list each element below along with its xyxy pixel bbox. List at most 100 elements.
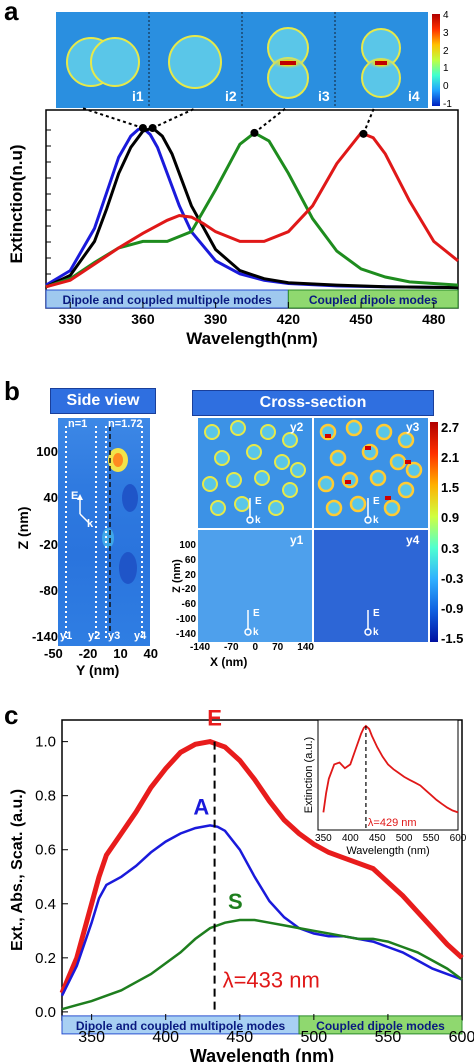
chart-a-peak-arrow xyxy=(362,107,375,135)
chart-c-xtick-label: 500 xyxy=(301,1029,328,1046)
cross-map-y3-particle xyxy=(349,495,367,513)
field-map-i2 xyxy=(168,35,222,89)
chart-c-series-label-E: E xyxy=(207,705,222,730)
cross-section-ek-arrows xyxy=(244,498,372,636)
cross-map-k-label: k xyxy=(255,515,261,526)
chart-c-inset-ylabel: Extinction (a.u.) xyxy=(303,737,315,813)
colorbar-b-tick: -0.3 xyxy=(441,570,464,586)
chart-c-xlabel: Wavelength (nm) xyxy=(190,1046,334,1062)
field-map-label-i3: i3 xyxy=(318,88,330,104)
chart-c-xtick-label: 350 xyxy=(78,1029,105,1046)
cross-map-label-y3: y3 xyxy=(406,420,420,434)
panel-c-label: c xyxy=(4,700,19,730)
cross-section-xtick: 70 xyxy=(272,642,284,653)
chart-c-xtick-label: 600 xyxy=(449,1029,474,1046)
chart-c-ylabel: Ext., Abs., Scat. (a.u.) xyxy=(9,789,26,951)
cross-map-y3-hotspot xyxy=(365,446,371,450)
chart-c-inset-xlabel: Wavelength (nm) xyxy=(346,845,429,857)
cross-map-y3-hotspot xyxy=(385,496,391,500)
cross-map-y3-particle xyxy=(397,481,415,499)
cross-map-y3-hotspot xyxy=(405,460,411,464)
chart-a: Dipole and coupled multipole modes Couple… xyxy=(7,107,459,348)
chart-a-xtick-label: 450 xyxy=(349,311,373,327)
cross-map-y3-particle xyxy=(317,475,335,493)
cross-map-label-y1: y1 xyxy=(290,533,304,547)
cross-map-y2-particle xyxy=(268,500,284,516)
side-view-ztick: 100 xyxy=(36,444,58,459)
chart-c-inset-xtick-label: 350 xyxy=(315,833,332,844)
side-view-ytick: 40 xyxy=(143,646,158,661)
colorbar-a-tick: 2 xyxy=(443,45,449,57)
cross-map-y3-particle xyxy=(383,499,401,517)
cross-map-y2-particle xyxy=(230,420,246,436)
side-view-ztick: -80 xyxy=(39,582,58,598)
chart-c-ytick-label: 1.0 xyxy=(35,734,56,751)
chart-c-inset-xtick-label: 400 xyxy=(342,833,359,844)
colorbar-a-tick: 3 xyxy=(443,27,449,39)
chart-c-inset-line xyxy=(322,724,459,814)
cross-map-y2-particle xyxy=(204,424,220,440)
chart-c-inset-annotation-label: λ=429 nm xyxy=(368,817,417,829)
colorbar-a-tick: 1 xyxy=(443,63,449,75)
panel-b-label: b xyxy=(4,376,20,406)
cross-map-y2-particle xyxy=(290,462,306,478)
panel-a-label: a xyxy=(4,0,19,26)
colorbar-b-tick: 0.9 xyxy=(441,510,460,526)
chart-c-ytick-label: 0.8 xyxy=(35,788,56,805)
colorbar-b xyxy=(430,422,438,642)
chart-a-mode-band-label-1: Coupled dipole modes xyxy=(309,293,438,307)
field-map-i1 xyxy=(66,37,140,87)
field-map-i4 xyxy=(361,28,401,98)
cross-section-title-box: Cross-section xyxy=(192,390,434,416)
side-view-ytick: -20 xyxy=(78,646,98,661)
field-map-label-i1: i1 xyxy=(132,88,144,104)
chart-c-xtick-label: 450 xyxy=(226,1029,253,1046)
field-map-label-i4: i4 xyxy=(408,88,420,104)
chart-c-inset-xtick-label: 600 xyxy=(450,833,467,844)
cross-section-xtick: -70 xyxy=(224,642,239,653)
side-view-ztick: -140 xyxy=(31,629,58,644)
side-view-title: Side view xyxy=(66,392,140,409)
side-view-title-box: Side view xyxy=(50,388,156,414)
cross-map-y3-hotspot xyxy=(345,480,351,484)
chart-c-annotation-label: λ=433 nm xyxy=(223,968,320,993)
colorbar-a-tick: 4 xyxy=(443,10,449,21)
chart-c-inset-xtick-label: 450 xyxy=(369,833,386,844)
chart-c-xtick-label: 550 xyxy=(375,1029,402,1046)
cross-map-k-label: k xyxy=(373,627,379,638)
cross-map-y3-particles xyxy=(317,419,423,517)
cross-map-y2-particle xyxy=(246,444,262,460)
cross-map-y2-particle xyxy=(226,472,242,488)
side-view-e-label: E xyxy=(71,490,79,502)
colorbar-b-tick: -1.5 xyxy=(441,630,464,646)
side-view-ylabel: Y (nm) xyxy=(76,662,120,678)
chart-c-series-label-A: A xyxy=(193,795,209,820)
chart-a-peak-arrow xyxy=(253,107,287,134)
cross-map-y2-particle xyxy=(254,470,270,486)
chart-a-mode-band-1 xyxy=(287,289,459,309)
cross-map-y2-particle xyxy=(214,450,230,466)
chart-a-xtick-label: 420 xyxy=(277,311,301,327)
cut-label-y4: y4 xyxy=(134,630,147,642)
chart-a-series-line-1 xyxy=(45,126,459,290)
field-map-strip: i1 i2 i3 i4 xyxy=(56,12,428,108)
colorbar-a-tick: 0 xyxy=(443,81,449,93)
chart-a-ylabel: Extinction(n.u) xyxy=(7,145,26,264)
chart-c-xtick-label: 400 xyxy=(152,1029,179,1046)
chart-c-series-line-S xyxy=(61,918,463,1011)
chart-a-xtick-label: 330 xyxy=(59,311,83,327)
cross-section-zticks: 100 60 20 -20 -60 -100 -140 xyxy=(172,540,196,640)
cross-map-y2-particle xyxy=(202,476,218,492)
chart-c-ytick-label: 0.2 xyxy=(35,950,56,967)
colorbar-b-tick: 2.7 xyxy=(441,420,460,435)
cross-section-title: Cross-section xyxy=(259,394,367,411)
chart-c-mode-band-label-0: Dipole and coupled multipole modes xyxy=(76,1019,286,1033)
cross-map-y3-particle xyxy=(389,453,407,471)
chart-c: Dipole and coupled multipole modes Couple… xyxy=(9,705,474,1062)
chart-a-peak-arrow xyxy=(152,107,197,129)
cross-map-y3-hotspot xyxy=(325,434,331,438)
cross-section-ztick: 20 xyxy=(184,569,196,581)
cross-map-e-label: E xyxy=(373,608,380,619)
cross-map-k-label: k xyxy=(373,515,379,526)
cross-section-ztick: 100 xyxy=(179,540,196,551)
